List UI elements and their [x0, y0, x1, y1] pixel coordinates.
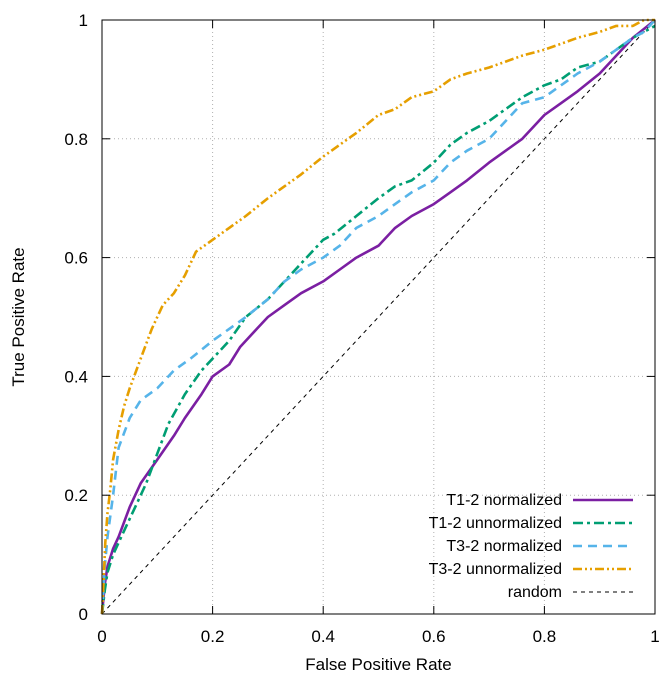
y-tick-labels: 0 0.2 0.4 0.6 0.8 1	[64, 11, 88, 624]
ticks	[101, 19, 656, 615]
x-axis-label: False Positive Rate	[305, 655, 451, 674]
legend-label: T1-2 unnormalized	[429, 515, 562, 532]
grid	[102, 20, 655, 614]
x-tick-labels: 0 0.2 0.4 0.6 0.8 1	[97, 627, 659, 646]
legend-label: T3-2 unnormalized	[429, 561, 562, 578]
series-line-random	[101, 19, 656, 615]
y-tick-label: 0	[79, 605, 88, 624]
x-tick-label: 1	[650, 627, 659, 646]
series-line-t3-2-unnormalized	[100, 18, 655, 615]
y-tick-label: 0.6	[64, 249, 88, 268]
x-tick-label: 0.8	[533, 627, 557, 646]
y-tick-label: 0.4	[64, 367, 88, 386]
legend: T1-2 normalized T1-2 unnormalized T3-2 nor…	[429, 492, 633, 601]
series-line-t3-2-normalized	[100, 19, 656, 615]
y-tick-label: 1	[79, 11, 88, 30]
legend-label: T1-2 normalized	[446, 492, 562, 509]
y-tick-label: 0.2	[64, 486, 88, 505]
x-tick-label: 0.4	[311, 627, 335, 646]
legend-label: random	[508, 584, 562, 601]
x-tick-label: 0	[97, 627, 106, 646]
series-line-t1-2-normalized	[100, 18, 656, 615]
series-line-t1-2-unnormalized	[100, 24, 656, 615]
y-axis-label: True Positive Rate	[9, 247, 28, 386]
legend-label: T3-2 normalized	[446, 538, 562, 555]
x-tick-label: 0.6	[422, 627, 446, 646]
y-tick-label: 0.8	[64, 130, 88, 149]
plot-frame	[101, 19, 656, 615]
x-tick-label: 0.2	[201, 627, 225, 646]
